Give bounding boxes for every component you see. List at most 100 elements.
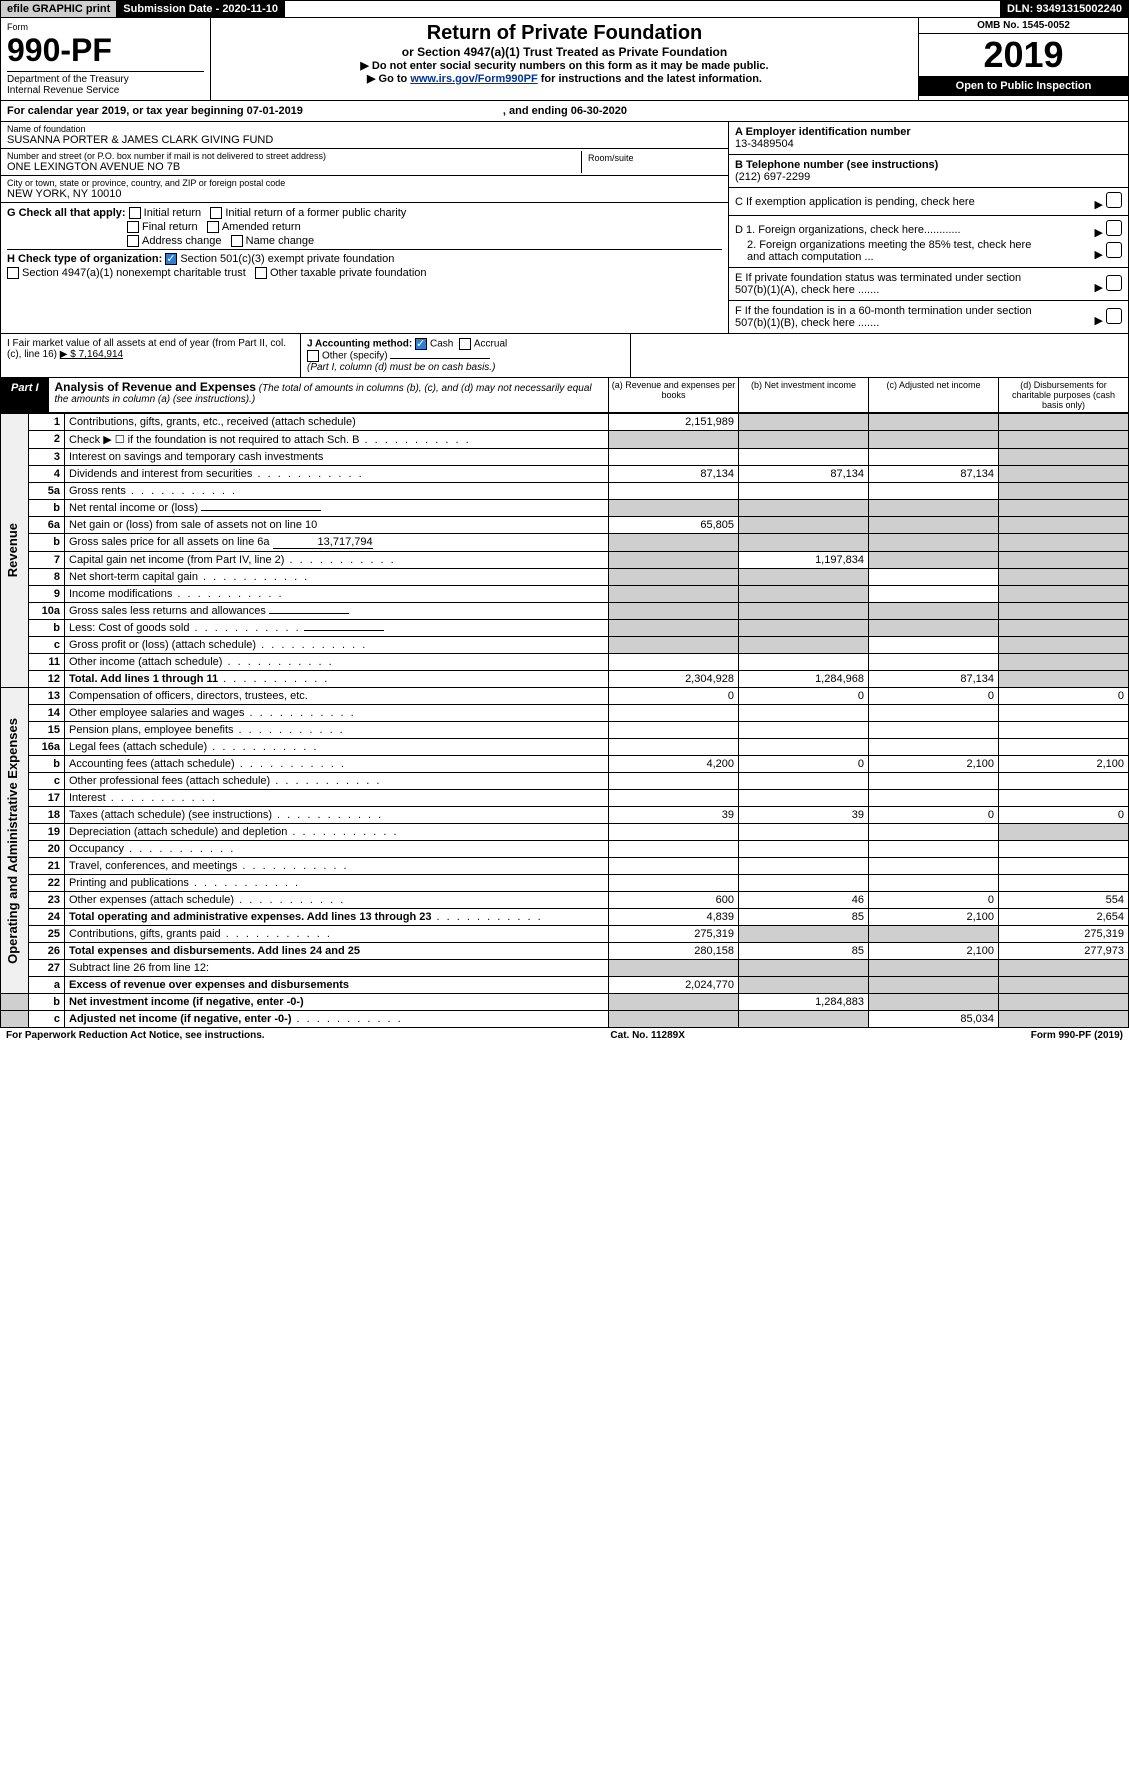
room-suite-label: Room/suite — [582, 151, 722, 173]
part1-label: Part I — [1, 378, 49, 412]
fmv-value: ▶ $ 7,164,914 — [60, 349, 123, 360]
table-row: Revenue 1Contributions, gifts, grants, e… — [1, 414, 1129, 431]
footer-left: For Paperwork Reduction Act Notice, see … — [6, 1030, 265, 1041]
table-row: 12Total. Add lines 1 through 112,304,928… — [1, 671, 1129, 688]
table-row: 16aLegal fees (attach schedule) — [1, 739, 1129, 756]
initial-former-checkbox[interactable] — [210, 207, 222, 219]
page-footer: For Paperwork Reduction Act Notice, see … — [0, 1028, 1129, 1043]
table-row: bGross sales price for all assets on lin… — [1, 534, 1129, 552]
name-label: Name of foundation — [7, 124, 722, 134]
table-row: 3Interest on savings and temporary cash … — [1, 449, 1129, 466]
calendar-year-row: For calendar year 2019, or tax year begi… — [0, 101, 1129, 122]
table-row: 5aGross rents — [1, 483, 1129, 500]
d1-label: D 1. Foreign organizations, check here..… — [735, 224, 961, 236]
d2-label: 2. Foreign organizations meeting the 85%… — [735, 239, 1035, 263]
table-row: 7Capital gain net income (from Part IV, … — [1, 552, 1129, 569]
f-checkbox[interactable] — [1106, 308, 1122, 324]
e-checkbox[interactable] — [1106, 275, 1122, 291]
sec501-checkbox[interactable] — [165, 253, 177, 265]
address-change-checkbox[interactable] — [127, 235, 139, 247]
table-row: 10aGross sales less returns and allowanc… — [1, 603, 1129, 620]
table-row: aExcess of revenue over expenses and dis… — [1, 977, 1129, 994]
final-return-checkbox[interactable] — [127, 221, 139, 233]
table-row: bLess: Cost of goods sold — [1, 620, 1129, 637]
omb-number: OMB No. 1545-0052 — [919, 18, 1128, 34]
name-change-checkbox[interactable] — [231, 235, 243, 247]
form-label: Form — [7, 22, 204, 32]
part1-table: Revenue 1Contributions, gifts, grants, e… — [0, 413, 1129, 1028]
initial-return-checkbox[interactable] — [129, 207, 141, 219]
meta-left: Name of foundation SUSANNA PORTER & JAME… — [1, 122, 728, 333]
col-c-header: (c) Adjusted net income — [868, 378, 998, 412]
table-row: 17Interest — [1, 790, 1129, 807]
open-public: Open to Public Inspection — [919, 76, 1128, 96]
col-b-header: (b) Net investment income — [738, 378, 868, 412]
header-note-1: ▶ Do not enter social security numbers o… — [215, 59, 914, 72]
col-a-header: (a) Revenue and expenses per books — [608, 378, 738, 412]
foundation-name: SUSANNA PORTER & JAMES CLARK GIVING FUND — [7, 134, 722, 146]
efile-label: efile GRAPHIC print — [1, 1, 117, 17]
table-row: cAdjusted net income (if negative, enter… — [1, 1011, 1129, 1028]
sec4947-checkbox[interactable] — [7, 267, 19, 279]
form-subtitle: or Section 4947(a)(1) Trust Treated as P… — [215, 45, 914, 59]
ein: 13-3489504 — [735, 138, 794, 150]
table-row: 22Printing and publications — [1, 875, 1129, 892]
d1-checkbox[interactable] — [1106, 220, 1122, 236]
revenue-side-label: Revenue — [5, 523, 20, 577]
i-section: I Fair market value of all assets at end… — [1, 334, 301, 377]
table-row: 25Contributions, gifts, grants paid275,3… — [1, 926, 1129, 943]
hij-row: I Fair market value of all assets at end… — [0, 334, 1129, 378]
table-row: cGross profit or (loss) (attach schedule… — [1, 637, 1129, 654]
table-row: 19Depreciation (attach schedule) and dep… — [1, 824, 1129, 841]
meta-section: Name of foundation SUSANNA PORTER & JAME… — [0, 122, 1129, 334]
tel-label: B Telephone number (see instructions) — [735, 159, 938, 171]
footer-mid: Cat. No. 11289X — [610, 1030, 684, 1041]
table-row: bNet investment income (if negative, ent… — [1, 994, 1129, 1011]
header-right: OMB No. 1545-0052 2019 Open to Public In… — [918, 18, 1128, 100]
table-row: 18Taxes (attach schedule) (see instructi… — [1, 807, 1129, 824]
table-row: 23Other expenses (attach schedule)600460… — [1, 892, 1129, 909]
form-header: Form 990-PF Department of the Treasury I… — [0, 18, 1129, 101]
table-row: 6aNet gain or (loss) from sale of assets… — [1, 517, 1129, 534]
table-row: 27Subtract line 26 from line 12: — [1, 960, 1129, 977]
table-row: 14Other employee salaries and wages — [1, 705, 1129, 722]
tax-year: 2019 — [919, 34, 1128, 76]
irs-link[interactable]: www.irs.gov/Form990PF — [410, 73, 537, 85]
accrual-checkbox[interactable] — [459, 338, 471, 350]
part1-title: Analysis of Revenue and Expenses (The to… — [49, 378, 608, 412]
part1-header: Part I Analysis of Revenue and Expenses … — [0, 378, 1129, 413]
table-row: 15Pension plans, employee benefits — [1, 722, 1129, 739]
table-row: 21Travel, conferences, and meetings — [1, 858, 1129, 875]
meta-right: A Employer identification number 13-3489… — [728, 122, 1128, 333]
addr-label: Number and street (or P.O. box number if… — [7, 151, 581, 161]
expenses-side-label: Operating and Administrative Expenses — [5, 718, 20, 964]
other-method-checkbox[interactable] — [307, 350, 319, 362]
header-left: Form 990-PF Department of the Treasury I… — [1, 18, 211, 100]
other-taxable-checkbox[interactable] — [255, 267, 267, 279]
table-row: 4Dividends and interest from securities8… — [1, 466, 1129, 483]
dept-label: Department of the Treasury Internal Reve… — [7, 71, 204, 96]
dln: DLN: 93491315002240 — [1001, 1, 1128, 17]
form-number: 990-PF — [7, 32, 204, 69]
cal-begin: For calendar year 2019, or tax year begi… — [7, 105, 303, 117]
form-title: Return of Private Foundation — [215, 22, 914, 45]
header-center: Return of Private Foundation or Section … — [211, 18, 918, 100]
address: ONE LEXINGTON AVENUE NO 7B — [7, 161, 581, 173]
c-checkbox[interactable] — [1106, 192, 1122, 208]
amended-return-checkbox[interactable] — [207, 221, 219, 233]
c-label: C If exemption application is pending, c… — [735, 196, 975, 208]
table-row: 26Total expenses and disbursements. Add … — [1, 943, 1129, 960]
d2-checkbox[interactable] — [1106, 242, 1122, 258]
table-row: 24Total operating and administrative exp… — [1, 909, 1129, 926]
cash-checkbox[interactable] — [415, 338, 427, 350]
table-row: cOther professional fees (attach schedul… — [1, 773, 1129, 790]
h-label: H Check type of organization: — [7, 253, 162, 265]
cal-end: , and ending 06-30-2020 — [503, 105, 627, 117]
g-label: G Check all that apply: — [7, 207, 126, 219]
ein-label: A Employer identification number — [735, 126, 911, 138]
city-state-zip: NEW YORK, NY 10010 — [7, 188, 722, 200]
col-d-header: (d) Disbursements for charitable purpose… — [998, 378, 1128, 412]
table-row: 20Occupancy — [1, 841, 1129, 858]
telephone: (212) 697-2299 — [735, 171, 810, 183]
table-row: bAccounting fees (attach schedule)4,2000… — [1, 756, 1129, 773]
